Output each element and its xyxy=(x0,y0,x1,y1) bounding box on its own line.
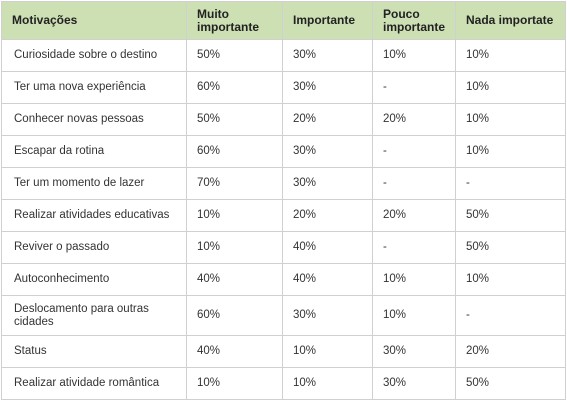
cell-importante: 10% xyxy=(282,367,373,400)
cell-nada-importante: 50% xyxy=(455,231,566,264)
cell-pouco-importante: 20% xyxy=(372,199,456,232)
row-label: Realizar atividade romântica xyxy=(1,367,187,400)
cell-importante: 30% xyxy=(282,39,373,72)
cell-pouco-importante: 20% xyxy=(372,103,456,136)
cell-importante: 10% xyxy=(282,335,373,368)
cell-muito-importante: 60% xyxy=(186,71,283,104)
header-nada-importante: Nada importate xyxy=(455,1,566,40)
cell-nada-importante: - xyxy=(455,167,566,200)
row-label: Deslocamento para outras cidades xyxy=(1,295,187,336)
header-motivacoes: Motivações xyxy=(1,1,187,40)
cell-pouco-importante: - xyxy=(372,135,456,168)
header-pouco-importante: Pouco importante xyxy=(372,1,456,40)
table-row: Curiosidade sobre o destino 50% 30% 10% … xyxy=(1,39,566,72)
cell-muito-importante: 10% xyxy=(186,199,283,232)
table-header-row: Motivações Muito importante Importante P… xyxy=(1,1,566,40)
row-label: Ter um momento de lazer xyxy=(1,167,187,200)
row-label: Status xyxy=(1,335,187,368)
cell-muito-importante: 60% xyxy=(186,135,283,168)
table-row: Realizar atividades educativas 10% 20% 2… xyxy=(1,199,566,232)
cell-pouco-importante: 30% xyxy=(372,367,456,400)
cell-nada-importante: 50% xyxy=(455,367,566,400)
cell-pouco-importante: - xyxy=(372,167,456,200)
table-row: Autoconhecimento 40% 40% 10% 10% xyxy=(1,263,566,296)
row-label: Escapar da rotina xyxy=(1,135,187,168)
cell-pouco-importante: - xyxy=(372,231,456,264)
header-muito-importante: Muito importante xyxy=(186,1,283,40)
table-row: Ter um momento de lazer 70% 30% - - xyxy=(1,167,566,200)
row-label: Conhecer novas pessoas xyxy=(1,103,187,136)
row-label: Ter uma nova experiência xyxy=(1,71,187,104)
cell-nada-importante: - xyxy=(455,295,566,336)
cell-importante: 30% xyxy=(282,71,373,104)
cell-pouco-importante: 30% xyxy=(372,335,456,368)
cell-muito-importante: 10% xyxy=(186,367,283,400)
table-row: Reviver o passado 10% 40% - 50% xyxy=(1,231,566,264)
cell-muito-importante: 10% xyxy=(186,231,283,264)
cell-pouco-importante: - xyxy=(372,71,456,104)
cell-nada-importante: 50% xyxy=(455,199,566,232)
table-row: Ter uma nova experiência 60% 30% - 10% xyxy=(1,71,566,104)
cell-muito-importante: 50% xyxy=(186,103,283,136)
cell-nada-importante: 10% xyxy=(455,263,566,296)
table-row: Realizar atividade romântica 10% 10% 30%… xyxy=(1,367,566,400)
row-label: Reviver o passado xyxy=(1,231,187,264)
cell-pouco-importante: 10% xyxy=(372,39,456,72)
row-label: Curiosidade sobre o destino xyxy=(1,39,187,72)
table-row: Escapar da rotina 60% 30% - 10% xyxy=(1,135,566,168)
cell-nada-importante: 10% xyxy=(455,135,566,168)
cell-nada-importante: 10% xyxy=(455,103,566,136)
cell-pouco-importante: 10% xyxy=(372,263,456,296)
cell-nada-importante: 20% xyxy=(455,335,566,368)
cell-muito-importante: 60% xyxy=(186,295,283,336)
table-row: Status 40% 10% 30% 20% xyxy=(1,335,566,368)
cell-importante: 30% xyxy=(282,135,373,168)
cell-importante: 30% xyxy=(282,167,373,200)
cell-nada-importante: 10% xyxy=(455,71,566,104)
table-row: Conhecer novas pessoas 50% 20% 20% 10% xyxy=(1,103,566,136)
cell-muito-importante: 70% xyxy=(186,167,283,200)
cell-muito-importante: 50% xyxy=(186,39,283,72)
cell-importante: 40% xyxy=(282,231,373,264)
table-row: Deslocamento para outras cidades 60% 30%… xyxy=(1,295,566,336)
cell-muito-importante: 40% xyxy=(186,263,283,296)
cell-importante: 20% xyxy=(282,199,373,232)
cell-nada-importante: 10% xyxy=(455,39,566,72)
cell-muito-importante: 40% xyxy=(186,335,283,368)
cell-pouco-importante: 10% xyxy=(372,295,456,336)
cell-importante: 30% xyxy=(282,295,373,336)
cell-importante: 40% xyxy=(282,263,373,296)
cell-importante: 20% xyxy=(282,103,373,136)
row-label: Realizar atividades educativas xyxy=(1,199,187,232)
motivations-table: Motivações Muito importante Importante P… xyxy=(1,1,566,400)
header-importante: Importante xyxy=(282,1,373,40)
row-label: Autoconhecimento xyxy=(1,263,187,296)
